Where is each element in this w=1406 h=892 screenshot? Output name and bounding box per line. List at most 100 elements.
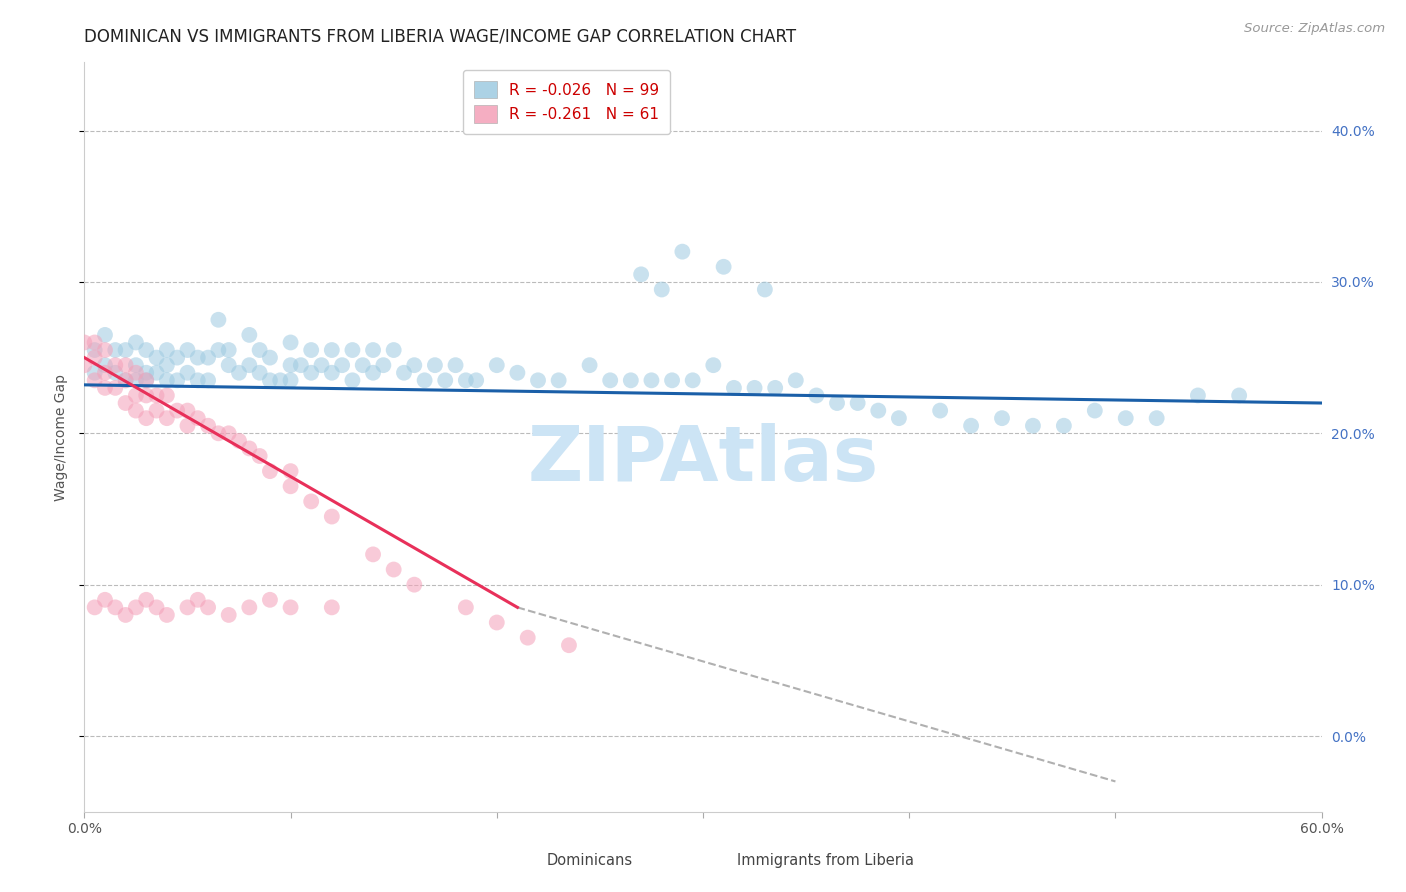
Point <box>763 381 786 395</box>
Point <box>228 434 250 448</box>
Point <box>259 373 281 387</box>
Point <box>661 373 683 387</box>
Point <box>744 381 766 395</box>
Text: DOMINICAN VS IMMIGRANTS FROM LIBERIA WAGE/INCOME GAP CORRELATION CHART: DOMINICAN VS IMMIGRANTS FROM LIBERIA WAG… <box>84 28 796 45</box>
Point <box>444 358 467 372</box>
Point <box>249 343 271 357</box>
Text: Dominicans: Dominicans <box>547 854 633 868</box>
Point <box>259 592 281 607</box>
Point <box>83 366 105 380</box>
Point <box>125 373 148 387</box>
Point <box>83 335 105 350</box>
Point <box>104 358 127 372</box>
Point <box>785 373 807 387</box>
Point <box>373 358 395 372</box>
Point <box>187 373 209 387</box>
Point <box>404 358 426 372</box>
Text: ZIPAtlas: ZIPAtlas <box>527 423 879 497</box>
Point <box>114 607 136 622</box>
Point <box>187 351 209 365</box>
Y-axis label: Wage/Income Gap: Wage/Income Gap <box>53 374 67 500</box>
Point <box>104 381 127 395</box>
Point <box>887 411 910 425</box>
Point <box>187 411 209 425</box>
Point <box>94 381 117 395</box>
Point <box>207 312 229 326</box>
Point <box>176 403 198 417</box>
Point <box>104 600 127 615</box>
Point <box>929 403 952 417</box>
Point <box>682 373 704 387</box>
Point <box>176 366 198 380</box>
Point <box>321 366 343 380</box>
Point <box>434 373 457 387</box>
Point <box>125 403 148 417</box>
Point <box>125 358 148 372</box>
Point <box>135 343 157 357</box>
Point <box>516 631 538 645</box>
Point <box>330 358 353 372</box>
Point <box>485 615 508 630</box>
Point <box>454 373 477 387</box>
Point <box>114 358 136 372</box>
Point <box>1084 403 1107 417</box>
Point <box>280 373 302 387</box>
Point <box>342 373 364 387</box>
Point <box>630 268 652 282</box>
Point <box>825 396 848 410</box>
Point <box>83 373 105 387</box>
Point <box>454 600 477 615</box>
Point <box>145 600 167 615</box>
Point <box>176 600 198 615</box>
Point <box>991 411 1014 425</box>
Point <box>321 509 343 524</box>
Point <box>218 343 240 357</box>
Point <box>960 418 983 433</box>
Point <box>238 442 260 456</box>
Point <box>114 343 136 357</box>
Point <box>228 366 250 380</box>
Point <box>259 464 281 478</box>
Point <box>806 388 828 402</box>
Point <box>280 335 302 350</box>
Point <box>156 388 179 402</box>
Point <box>94 358 117 372</box>
Point <box>73 358 96 372</box>
Point <box>238 600 260 615</box>
Point <box>207 343 229 357</box>
Point <box>352 358 374 372</box>
Point <box>620 373 643 387</box>
Point <box>321 600 343 615</box>
Point <box>218 426 240 441</box>
Point <box>361 366 384 380</box>
Point <box>702 358 724 372</box>
Point <box>135 411 157 425</box>
Point <box>94 343 117 357</box>
Point <box>94 592 117 607</box>
Point <box>125 600 148 615</box>
Point <box>114 373 136 387</box>
Point <box>311 358 333 372</box>
Point <box>218 607 240 622</box>
Point <box>527 373 550 387</box>
Point <box>125 366 148 380</box>
Point <box>1187 388 1209 402</box>
Point <box>94 366 117 380</box>
Point <box>83 351 105 365</box>
Point <box>558 638 581 652</box>
Point <box>599 373 621 387</box>
Point <box>1022 418 1045 433</box>
Point <box>218 358 240 372</box>
Point <box>145 366 167 380</box>
Point <box>156 373 179 387</box>
Point <box>754 283 776 297</box>
Point <box>259 351 281 365</box>
Point <box>342 343 364 357</box>
Point <box>868 403 890 417</box>
Point <box>135 388 157 402</box>
Point <box>361 548 384 562</box>
Point <box>145 351 167 365</box>
Point <box>187 592 209 607</box>
Point <box>156 411 179 425</box>
Point <box>392 366 415 380</box>
